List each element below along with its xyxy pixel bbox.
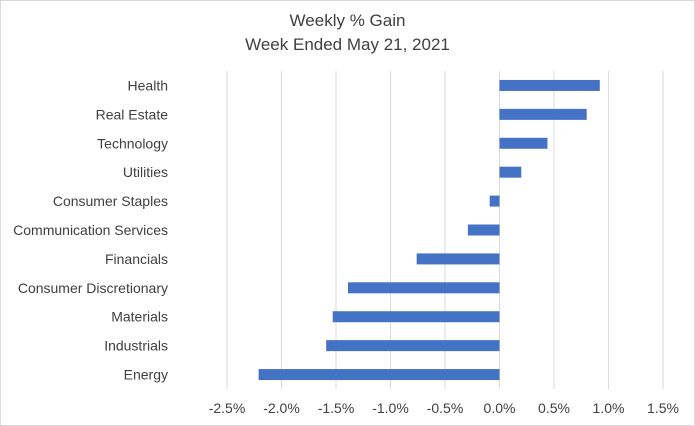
x-tick-label: 0.0% <box>484 400 516 416</box>
category-label: Utilities <box>123 164 168 180</box>
category-label: Financials <box>105 251 168 267</box>
category-label: Communication Services <box>13 222 168 238</box>
x-tick-label: 1.5% <box>647 400 679 416</box>
bar <box>347 282 500 294</box>
bar <box>326 340 500 352</box>
bar <box>332 311 500 323</box>
gridlines <box>226 71 664 389</box>
category-label: Health <box>128 77 168 93</box>
bar <box>258 369 500 381</box>
bar <box>467 224 500 236</box>
bar <box>489 195 500 207</box>
x-tick-label: 1.0% <box>593 400 625 416</box>
bar <box>499 108 587 120</box>
x-tick-label: -0.5% <box>427 400 464 416</box>
chart-title: Weekly % Gain <box>289 11 406 30</box>
x-tick-label: 0.5% <box>538 400 570 416</box>
x-tick-label: -1.0% <box>372 400 409 416</box>
chart-subtitle: Week Ended May 21, 2021 <box>245 35 450 54</box>
category-labels: Health Real Estate Technology Utilities Cons… <box>13 77 168 382</box>
x-axis-tick-labels: -2.5% -2.0% -1.5% -1.0% -0.5% 0.0% 0.5% 1.0% 1.5… <box>209 400 679 416</box>
bar <box>416 253 500 265</box>
category-label: Consumer Staples <box>53 193 168 209</box>
category-label: Consumer Discretionary <box>18 280 168 296</box>
bar <box>499 79 600 91</box>
category-label: Technology <box>97 135 168 151</box>
category-label: Energy <box>124 367 168 383</box>
category-label: Real Estate <box>96 106 169 122</box>
category-label: Industrials <box>104 338 168 354</box>
x-tick-label: -1.5% <box>318 400 355 416</box>
x-tick-label: -2.0% <box>263 400 300 416</box>
x-tick-label: -2.5% <box>209 400 246 416</box>
bar <box>499 137 548 149</box>
bars <box>258 79 600 381</box>
category-label: Materials <box>111 309 168 325</box>
bar <box>499 166 522 178</box>
